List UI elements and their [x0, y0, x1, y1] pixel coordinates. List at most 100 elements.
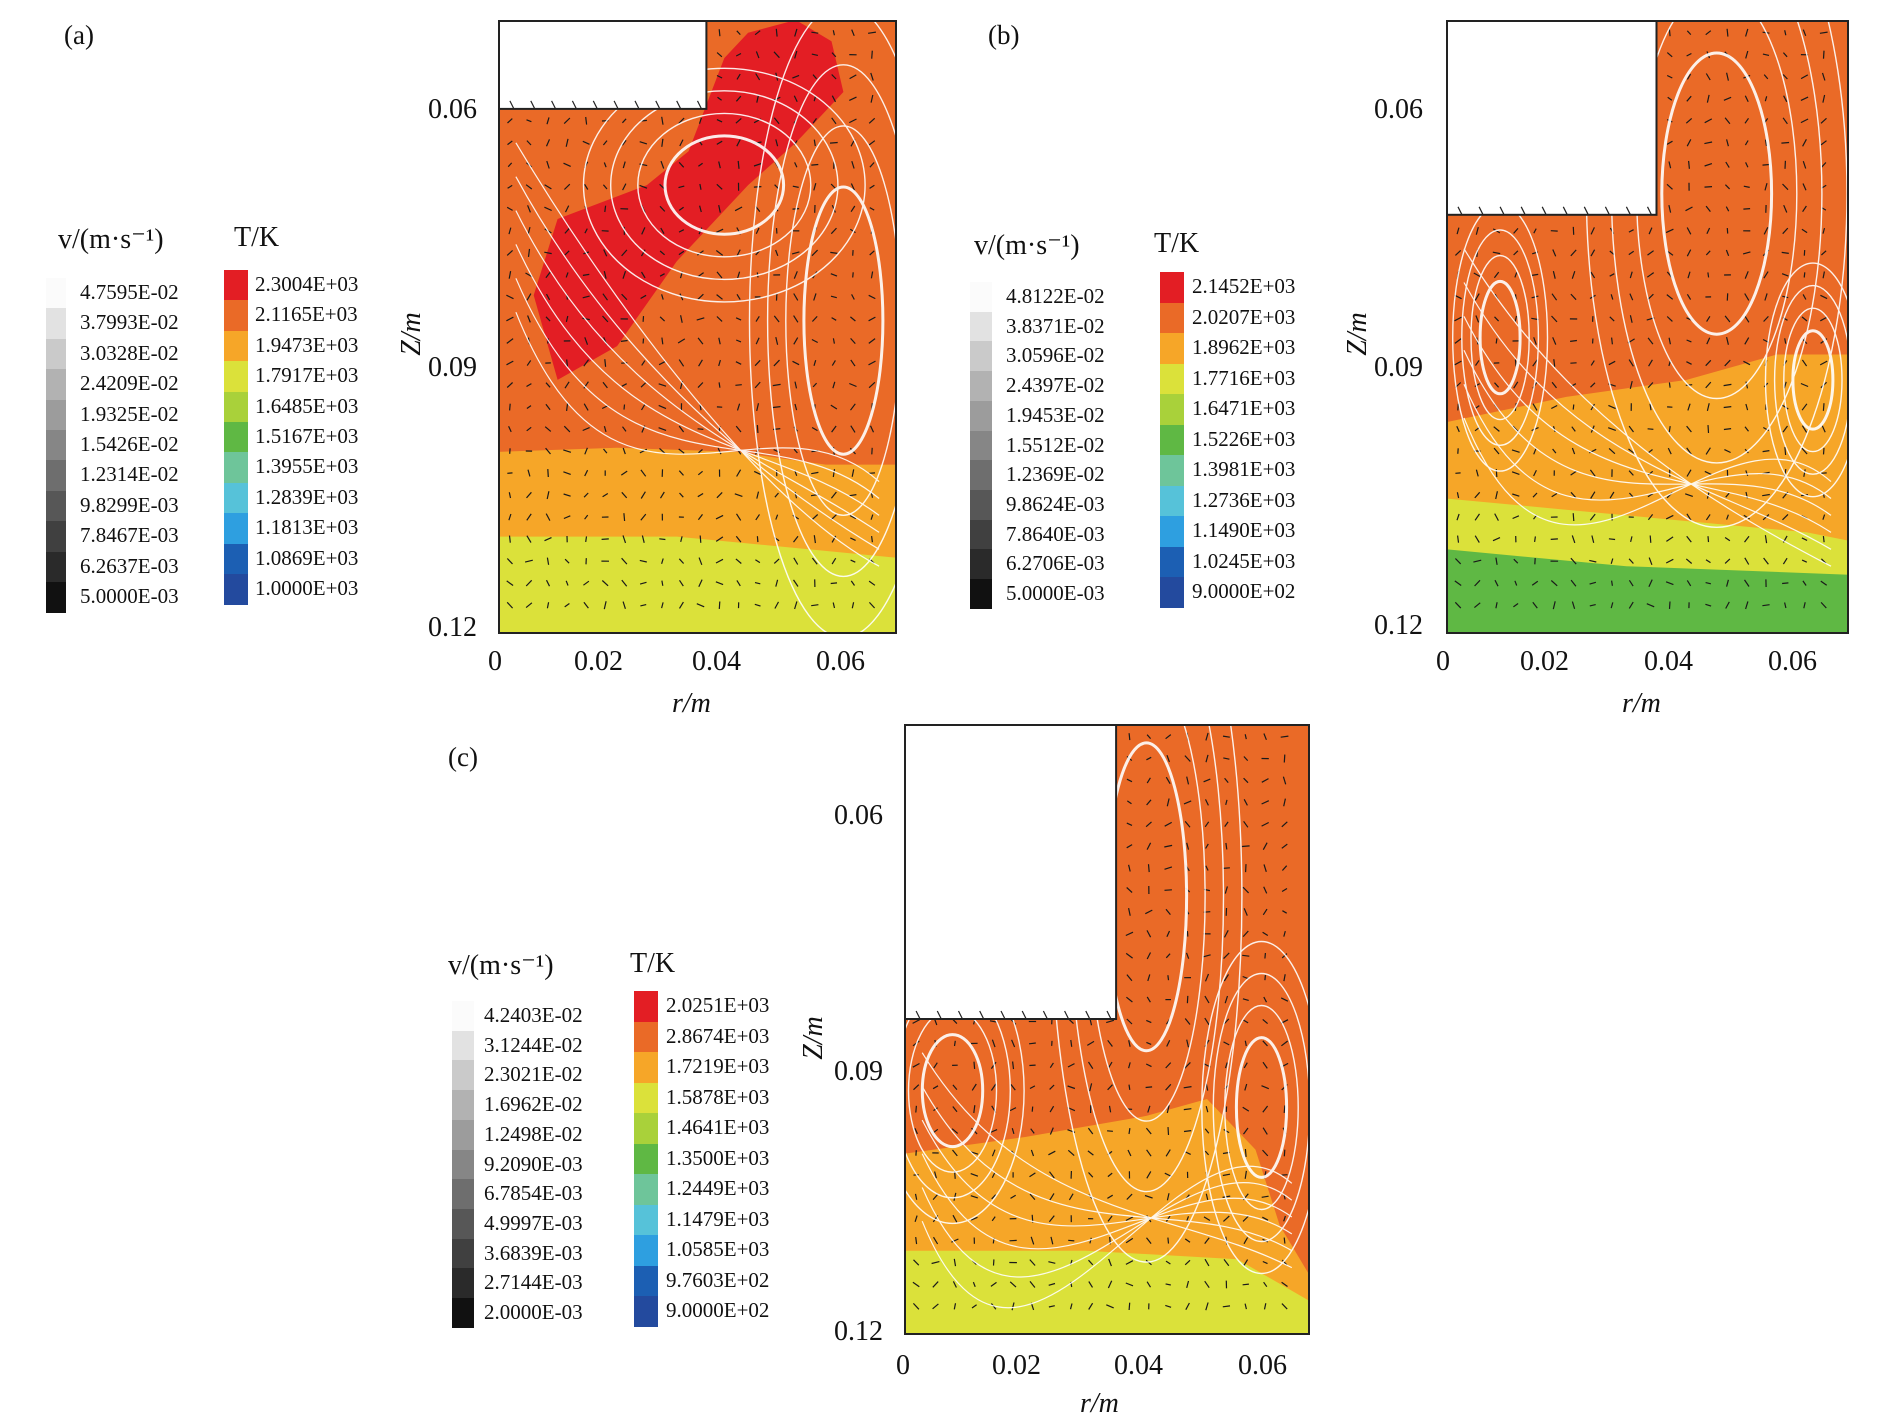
panel-b-velocity-value-10: 5.0000E-03	[1006, 583, 1105, 604]
panel-b-temperature-swatch-10	[1160, 577, 1184, 608]
panel-a-xtick-3: 0.06	[816, 648, 865, 676]
panel-c-vector	[1242, 846, 1250, 847]
panel-a-velocity-swatch-1	[46, 308, 66, 339]
panel-b-vector	[1573, 513, 1574, 521]
panel-b-temperature-swatch-3	[1160, 364, 1184, 395]
panel-c-velocity-value-1: 3.1244E-02	[484, 1035, 583, 1056]
panel-b-velocity-value-4: 1.9453E-02	[1006, 405, 1105, 426]
panel-b-vector	[1612, 581, 1613, 586]
panel-c-xtick-3: 0.06	[1238, 1352, 1287, 1380]
panel-b-velocity-swatch-0	[970, 282, 992, 312]
panel-a-vector	[624, 405, 625, 410]
panel-a-temperature-value-0: 2.3004E+03	[255, 274, 358, 295]
panel-c-velocity-swatch-1	[452, 1031, 474, 1061]
panel-c-vector	[1168, 1127, 1169, 1135]
panel-b-xtick-2: 0.04	[1644, 648, 1693, 676]
panel-a-vector	[548, 469, 549, 477]
panel-a-temperature-value-8: 1.1813E+03	[255, 517, 358, 538]
panel-a-vector	[872, 536, 873, 542]
panel-c-vector	[1284, 1105, 1285, 1113]
panel-a-vector	[853, 272, 854, 277]
panel-b-velocity-value-6: 1.2369E-02	[1006, 464, 1105, 485]
panel-c-velocity-value-7: 4.9997E-03	[484, 1213, 583, 1234]
panel-c-velocity-value-3: 1.6962E-02	[484, 1094, 583, 1115]
panel-c-temperature-value-2: 1.7219E+03	[666, 1056, 769, 1077]
panel-c-temperature-swatch-4	[634, 1113, 658, 1144]
panel-c-vector	[1168, 975, 1169, 980]
panel-c-temperature-swatch-1	[634, 1022, 658, 1053]
panel-a-vector	[757, 425, 758, 433]
panel-a-temperature-swatch-7	[224, 483, 248, 514]
panel-a-vector	[605, 206, 606, 212]
panel-c-temperature-swatch-6	[634, 1174, 658, 1205]
panel-a-vector	[624, 513, 625, 521]
panel-b-temperature-swatch-4	[1160, 394, 1184, 425]
panel-a-temperature-swatch-3	[224, 361, 248, 392]
panel-c-vector	[1284, 1150, 1285, 1157]
panel-a-velocity-swatch-2	[46, 339, 66, 370]
panel-c-velocity-swatch-10	[452, 1298, 474, 1328]
panel-c-temperature-value-3: 1.5878E+03	[666, 1087, 769, 1108]
panel-b-velocity-value-5: 1.5512E-02	[1006, 435, 1105, 456]
panel-b-vector	[1823, 536, 1824, 542]
panel-b-vector	[1781, 143, 1789, 144]
panel-b-temperature-value-5: 1.5226E+03	[1192, 429, 1295, 450]
panel-b-vector	[1727, 29, 1728, 37]
panel-b-vector	[1705, 187, 1713, 188]
panel-c-temperature-value-9: 9.7603E+02	[666, 1270, 769, 1291]
panel-c-xlabel: r/m	[1080, 1388, 1119, 1420]
panel-c-velocity-swatch-8	[452, 1239, 474, 1269]
panel-b-temperature-swatch-7	[1160, 486, 1184, 517]
panel-c-ytick-2: 0.12	[834, 1318, 883, 1346]
panel-c-temperature-legend-title: T/K	[630, 948, 675, 980]
panel-b-velocity-swatch-4	[970, 401, 992, 431]
panel-c-vector	[1284, 1238, 1285, 1244]
panel-b-velocity-swatch-2	[970, 341, 992, 371]
panel-c-velocity-value-4: 1.2498E-02	[484, 1124, 583, 1145]
panel-c-velocity-swatch-9	[452, 1268, 474, 1298]
panel-c-vector	[974, 1062, 975, 1069]
panel-a-xlabel: r/m	[672, 688, 711, 720]
panel-b-velocity-value-2: 3.0596E-02	[1006, 345, 1105, 366]
panel-a-temperature-swatch-4	[224, 392, 248, 423]
panel-c-vector	[1168, 1238, 1169, 1244]
panel-a-vector	[510, 536, 511, 543]
panel-b-vector	[1612, 338, 1613, 345]
panel-a-temperature-value-4: 1.6485E+03	[255, 396, 358, 417]
panel-a-temperature-swatch-6	[224, 452, 248, 483]
panel-b-xtick-0: 0	[1436, 648, 1450, 676]
panel-a-temperature-swatch-1	[224, 300, 248, 331]
panel-b-vector	[1669, 382, 1670, 387]
panel-c-velocity-swatch-3	[452, 1090, 474, 1120]
panel-b-temperature-value-3: 1.7716E+03	[1192, 368, 1295, 389]
panel-c-temperature-value-7: 1.1479E+03	[666, 1209, 769, 1230]
panel-b-ytick-2: 0.12	[1374, 612, 1423, 640]
panel-b-vector	[1824, 51, 1825, 59]
panel-a-ytick-1: 0.09	[428, 354, 477, 382]
panel-b-velocity-value-8: 7.8640E-03	[1006, 524, 1105, 545]
panel-b-ylabel: Z/m	[1342, 312, 1374, 356]
panel-c-electrode	[904, 724, 1116, 1019]
panel-b-temperature-value-4: 1.6471E+03	[1192, 398, 1295, 419]
panel-c-temperature-value-0: 2.0251E+03	[666, 995, 769, 1016]
panel-b-velocity-swatch-1	[970, 312, 992, 342]
panel-c-temperature-value-10: 9.0000E+02	[666, 1300, 769, 1321]
panel-c-vector	[955, 1041, 956, 1046]
panel-b-vector	[1535, 536, 1536, 542]
panel-b-xlabel: r/m	[1622, 688, 1661, 720]
panel-a-velocity-value-9: 6.2637E-03	[80, 556, 179, 577]
panel-a-vector	[719, 382, 720, 387]
panel-c-velocity-swatch-5	[452, 1150, 474, 1180]
panel-c-vector	[1149, 864, 1150, 872]
panel-a-ytick-0: 0.06	[428, 96, 477, 124]
panel-b-vector	[1551, 539, 1558, 540]
panel-b-vector	[1823, 403, 1824, 411]
panel-b-velocity-swatch-8	[970, 520, 992, 550]
panel-a-temperature-swatch-9	[224, 544, 248, 575]
panel-b-vector	[1824, 448, 1825, 455]
panel-a-velocity-swatch-8	[46, 521, 66, 552]
panel-b-temperature-value-0: 2.1452E+03	[1192, 276, 1295, 297]
panel-b-vector	[1743, 209, 1750, 210]
panel-c-xtick-0: 0	[896, 1352, 910, 1380]
panel-a-vector	[700, 536, 701, 543]
